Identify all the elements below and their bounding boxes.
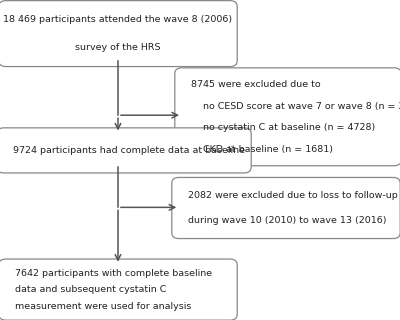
Text: 8745 were excluded due to: 8745 were excluded due to (191, 80, 320, 89)
FancyBboxPatch shape (0, 259, 237, 320)
Text: no CESD score at wave 7 or wave 8 (n = 2336): no CESD score at wave 7 or wave 8 (n = 2… (191, 101, 400, 110)
Text: 9724 participants had complete data at baseline: 9724 participants had complete data at b… (13, 146, 245, 155)
FancyBboxPatch shape (175, 68, 400, 166)
Text: 18 469 participants attended the wave 8 (2006): 18 469 participants attended the wave 8 … (4, 15, 232, 25)
Text: no cystatin C at baseline (n = 4728): no cystatin C at baseline (n = 4728) (191, 123, 375, 132)
Text: data and subsequent cystatin C: data and subsequent cystatin C (15, 285, 166, 294)
Text: during wave 10 (2010) to wave 13 (2016): during wave 10 (2010) to wave 13 (2016) (188, 216, 386, 225)
Text: CKD at baseline (n = 1681): CKD at baseline (n = 1681) (191, 145, 333, 154)
Text: 7642 participants with complete baseline: 7642 participants with complete baseline (15, 268, 212, 277)
Text: survey of the HRS: survey of the HRS (75, 43, 161, 52)
FancyBboxPatch shape (0, 1, 237, 67)
FancyBboxPatch shape (0, 128, 251, 173)
FancyBboxPatch shape (172, 177, 400, 239)
Text: measurement were used for analysis: measurement were used for analysis (15, 302, 191, 311)
Text: 2082 were excluded due to loss to follow-up: 2082 were excluded due to loss to follow… (188, 191, 398, 200)
